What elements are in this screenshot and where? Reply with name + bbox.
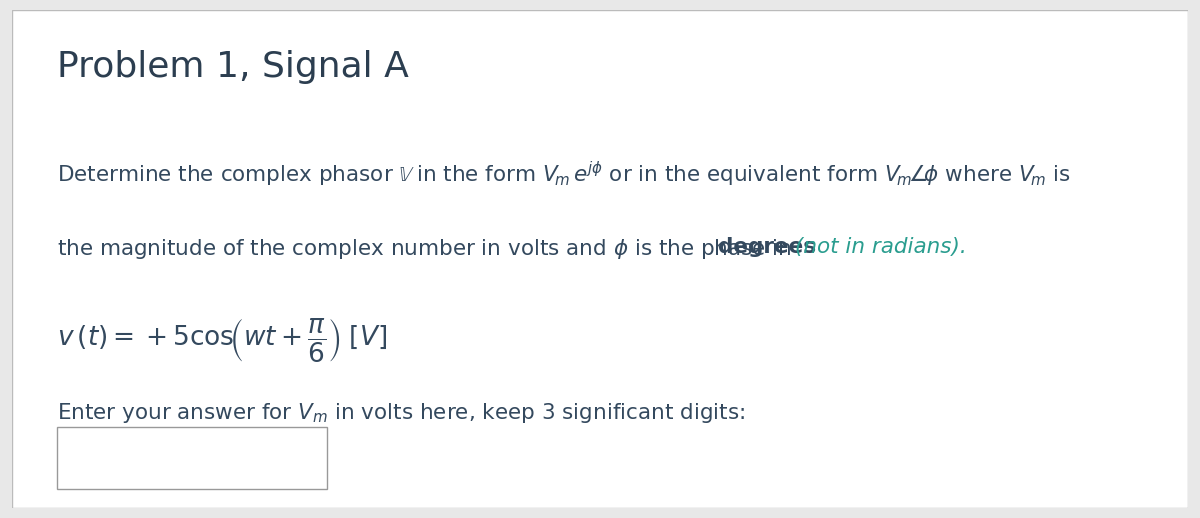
Text: (not in radians).: (not in radians). [796, 237, 967, 256]
FancyBboxPatch shape [56, 427, 328, 489]
Text: the magnitude of the complex number in volts and $\phi$ is the phase in: the magnitude of the complex number in v… [56, 237, 793, 261]
FancyBboxPatch shape [12, 10, 1188, 508]
Text: degrees: degrees [718, 237, 816, 256]
Text: $v\,(t) = +5\mathrm{cos}\!\left(wt + \dfrac{\pi}{6}\right)\;[V]$: $v\,(t) = +5\mathrm{cos}\!\left(wt + \df… [56, 316, 386, 364]
Text: Problem 1, Signal A: Problem 1, Signal A [56, 50, 408, 84]
Text: Determine the complex phasor $\mathbb{V}$ in the form $V_{\!m}\,e^{j\phi}$ or in: Determine the complex phasor $\mathbb{V}… [56, 160, 1070, 189]
Text: Enter your answer for $V_m$ in volts here, keep 3 significant digits:: Enter your answer for $V_m$ in volts her… [56, 401, 745, 425]
